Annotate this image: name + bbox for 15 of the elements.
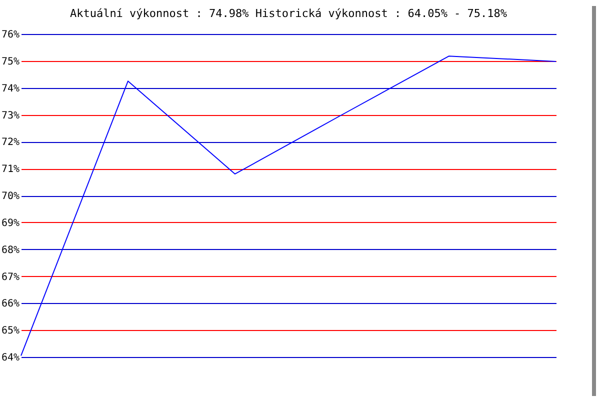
y-tick-label: 65% <box>1 326 20 337</box>
y-tick-label: 68% <box>1 244 20 256</box>
y-tick-label: 66% <box>1 298 20 310</box>
y-tick-label: 70% <box>1 191 20 202</box>
y-tick-label: 71% <box>1 164 20 176</box>
y-tick-label: 64% <box>1 352 20 364</box>
y-tick-label: 72% <box>1 137 20 148</box>
line-series <box>20 56 556 356</box>
chart-title: Aktuální výkonnost : 74.98% Historická výkonnost : 64.05% - 75.18% <box>70 7 508 20</box>
y-tick-label: 73% <box>1 110 20 122</box>
y-tick-label: 74% <box>1 83 20 94</box>
y-tick-label: 75% <box>1 56 20 68</box>
y-tick-label: 67% <box>1 272 20 283</box>
y-tick-label: 69% <box>1 218 20 229</box>
y-tick-label: 76% <box>1 30 20 40</box>
